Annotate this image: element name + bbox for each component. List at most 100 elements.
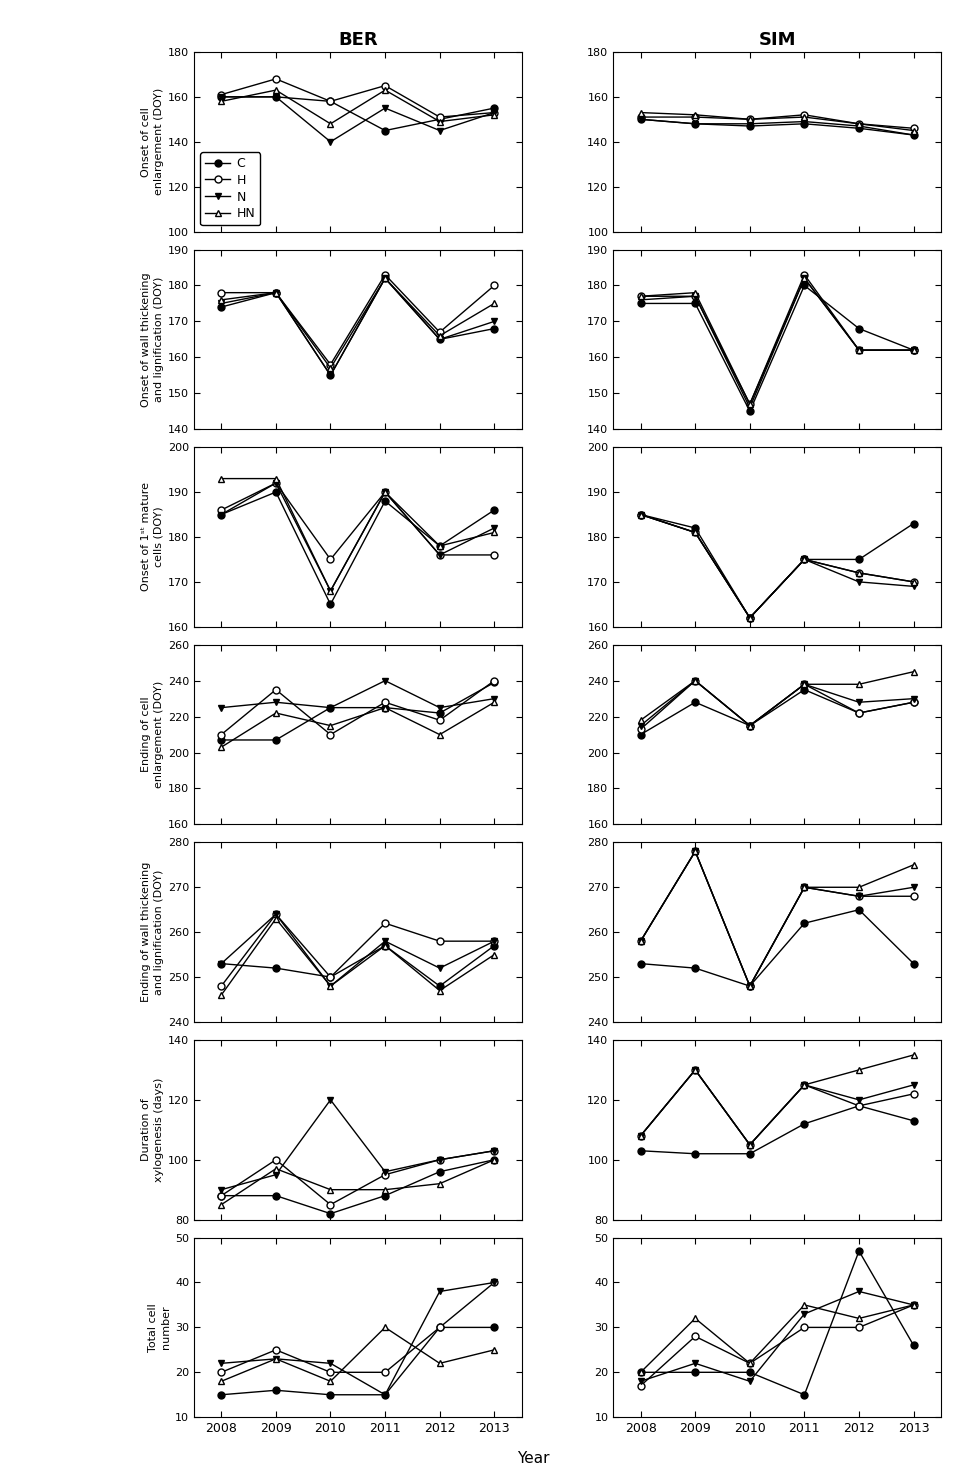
N [379, 932, 391, 950]
N [433, 546, 445, 564]
N [379, 99, 391, 117]
N [433, 959, 445, 976]
C [907, 954, 919, 972]
Line: N: N [637, 116, 916, 138]
N [488, 690, 500, 708]
N [907, 1296, 919, 1313]
H [853, 1318, 864, 1336]
Line: C: C [637, 1248, 916, 1398]
N [634, 110, 645, 128]
HN [853, 879, 864, 896]
N [797, 675, 809, 693]
Line: N: N [637, 510, 916, 622]
HN [797, 1296, 809, 1313]
HN [689, 1309, 701, 1327]
H [907, 573, 919, 591]
H [634, 720, 645, 738]
HN [433, 326, 445, 344]
C [907, 1112, 919, 1129]
H [488, 672, 500, 690]
H [215, 1187, 227, 1205]
H [325, 92, 336, 110]
HN [797, 675, 809, 693]
C [797, 1386, 809, 1404]
HN [907, 1296, 919, 1313]
Line: N: N [637, 677, 916, 729]
N [325, 134, 336, 151]
Line: N: N [218, 677, 497, 711]
N [743, 976, 755, 994]
H [379, 693, 391, 711]
Line: H: H [637, 510, 916, 622]
Y-axis label: Onset of 1ˢᵗ mature
cells (DOY): Onset of 1ˢᵗ mature cells (DOY) [141, 482, 164, 592]
H [215, 86, 227, 104]
H [743, 110, 755, 128]
HN [853, 1309, 864, 1327]
C [634, 1141, 645, 1159]
N [743, 1373, 755, 1391]
Title: BER: BER [337, 31, 377, 49]
Line: C: C [218, 93, 497, 134]
HN [743, 608, 755, 626]
HN [689, 283, 701, 301]
C [379, 1386, 391, 1404]
HN [488, 1150, 500, 1168]
H [433, 108, 445, 126]
HN [907, 122, 919, 139]
N [689, 672, 701, 690]
Y-axis label: Total cell
number: Total cell number [148, 1303, 171, 1352]
Line: H: H [218, 677, 497, 738]
HN [743, 110, 755, 128]
C [215, 88, 227, 105]
HN [853, 1061, 864, 1079]
N [797, 1076, 809, 1094]
C [379, 936, 391, 954]
H [215, 1364, 227, 1382]
H [689, 288, 701, 306]
HN [379, 484, 391, 502]
HN [853, 114, 864, 132]
HN [269, 703, 281, 721]
H [743, 608, 755, 626]
N [797, 551, 809, 568]
C [743, 717, 755, 735]
C [433, 110, 445, 128]
HN [325, 976, 336, 994]
N [689, 524, 701, 542]
H [853, 887, 864, 905]
N [433, 331, 445, 349]
H [797, 1318, 809, 1336]
HN [488, 1342, 500, 1359]
C [689, 693, 701, 711]
N [853, 341, 864, 359]
C [797, 681, 809, 699]
N [797, 113, 809, 131]
HN [634, 932, 645, 950]
H [743, 395, 755, 413]
H [634, 1126, 645, 1144]
HN [488, 524, 500, 542]
HN [797, 551, 809, 568]
H [797, 105, 809, 123]
H [269, 681, 281, 699]
HN [743, 1135, 755, 1153]
Line: HN: HN [218, 475, 497, 594]
N [907, 577, 919, 595]
Line: C: C [218, 488, 497, 608]
N [488, 1141, 500, 1159]
Line: H: H [218, 76, 497, 120]
C [379, 699, 391, 717]
Line: H: H [637, 272, 916, 408]
C [634, 294, 645, 312]
C [488, 502, 500, 519]
H [379, 914, 391, 932]
C [853, 119, 864, 137]
H [488, 1273, 500, 1291]
H [379, 484, 391, 502]
H [215, 502, 227, 519]
N [325, 976, 336, 994]
C [325, 595, 336, 613]
C [325, 367, 336, 384]
C [488, 674, 500, 692]
HN [215, 987, 227, 1005]
